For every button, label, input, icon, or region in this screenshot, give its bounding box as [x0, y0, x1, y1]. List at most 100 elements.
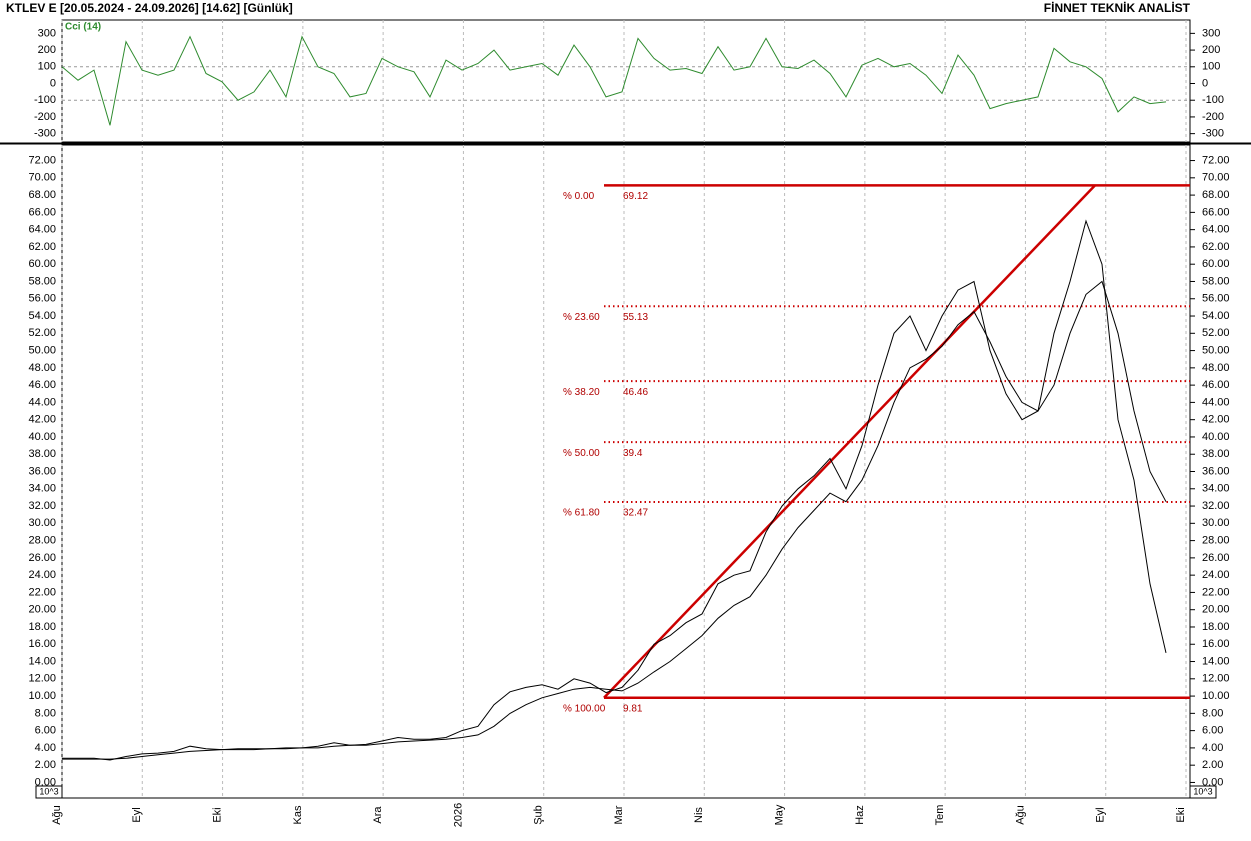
y-tick-label-right: 40.00 [1202, 431, 1230, 443]
y-tick-label-right: 2.00 [1202, 759, 1223, 771]
x-tick-label: Eki [1175, 807, 1187, 822]
series-line [62, 280, 1167, 760]
y-tick-label-right: -300 [1202, 128, 1224, 140]
fib-value: 55.13 [623, 312, 648, 323]
y-tick-label: 66.00 [28, 206, 56, 218]
fib-label: % 50.00 [563, 448, 600, 459]
y-tick-label: 38.00 [28, 448, 56, 460]
y-tick-label: 62.00 [28, 241, 56, 253]
x-tick-label: Mar [613, 805, 625, 824]
y-tick-label: 34.00 [28, 483, 56, 495]
unit-box [35, 785, 63, 799]
x-tick-label: Eki [211, 807, 223, 822]
cci-panel [61, 19, 1191, 143]
x-tick-label: Ağu [51, 805, 63, 825]
y-tick-label-right: 72.00 [1202, 154, 1230, 166]
x-tick-label: Kas [292, 805, 304, 824]
y-tick-label-right: 16.00 [1202, 638, 1230, 650]
x-tick-label: Ağu [1014, 805, 1026, 825]
y-tick-label-right: -200 [1202, 111, 1224, 123]
y-tick-label: 56.00 [28, 293, 56, 305]
y-tick-label: 20.00 [28, 604, 56, 616]
y-tick-label: 68.00 [28, 189, 56, 201]
y-tick-label-right: 38.00 [1202, 448, 1230, 460]
x-tick-label: Eyl [1095, 807, 1107, 822]
fib-label: % 100.00 [563, 703, 606, 714]
y-tick-label: 42.00 [28, 414, 56, 426]
series-line [62, 219, 1167, 761]
y-tick-label: -100 [34, 94, 56, 106]
y-tick-label: 50.00 [28, 344, 56, 356]
y-tick-label-right: 12.00 [1202, 673, 1230, 685]
y-tick-label: 24.00 [28, 569, 56, 581]
y-tick-label-right: 8.00 [1202, 707, 1223, 719]
trend-line [603, 184, 1096, 699]
y-tick-label-right: 18.00 [1202, 621, 1230, 633]
y-tick-label: 2.00 [35, 759, 56, 771]
y-tick-label: 10.00 [28, 690, 56, 702]
x-tick-label: 2026 [452, 803, 464, 827]
y-tick-label-right: 54.00 [1202, 310, 1230, 322]
x-tick-label: Nis [693, 807, 705, 823]
y-tick-label-right: 62.00 [1202, 241, 1230, 253]
y-tick-label-right: 200 [1202, 44, 1220, 56]
y-tick-label: 36.00 [28, 465, 56, 477]
y-tick-label-right: -100 [1202, 94, 1224, 106]
y-tick-label: 200 [38, 44, 56, 56]
fib-label: % 61.80 [563, 508, 600, 519]
y-tick-label-right: 70.00 [1202, 172, 1230, 184]
fib-label: % 0.00 [563, 191, 595, 202]
x-tick-label: Ara [372, 806, 384, 824]
fib-value: 69.12 [623, 191, 648, 202]
y-tick-label-right: 14.00 [1202, 655, 1230, 667]
y-tick-label: 300 [38, 27, 56, 39]
y-tick-label-right: 60.00 [1202, 258, 1230, 270]
y-tick-label-right: 36.00 [1202, 465, 1230, 477]
y-tick-label-right: 20.00 [1202, 604, 1230, 616]
y-tick-label-right: 24.00 [1202, 569, 1230, 581]
y-tick-label-right: 42.00 [1202, 414, 1230, 426]
y-tick-label: 12.00 [28, 673, 56, 685]
y-tick-label: 40.00 [28, 431, 56, 443]
unit-label: 10^3 [1193, 786, 1212, 796]
fib-value: 9.81 [623, 703, 643, 714]
y-tick-label-right: 6.00 [1202, 725, 1223, 737]
y-tick-label-right: 100 [1202, 61, 1220, 73]
y-tick-label: 72.00 [28, 154, 56, 166]
y-tick-label: 46.00 [28, 379, 56, 391]
y-tick-label: 26.00 [28, 552, 56, 564]
unit-label: 10^3 [39, 786, 58, 796]
y-tick-label-right: 0.00 [1202, 776, 1223, 788]
y-tick-label-right: 26.00 [1202, 552, 1230, 564]
fib-label: % 38.20 [563, 387, 600, 398]
y-tick-label: 54.00 [28, 310, 56, 322]
x-tick-label: Tem [934, 805, 946, 826]
y-tick-label-right: 64.00 [1202, 224, 1230, 236]
y-tick-label: 22.00 [28, 586, 56, 598]
y-tick-label-right: 50.00 [1202, 344, 1230, 356]
y-tick-label-right: 46.00 [1202, 379, 1230, 391]
y-tick-label-right: 44.00 [1202, 396, 1230, 408]
y-tick-label: 0 [50, 77, 56, 89]
x-tick-label: Şub [533, 805, 545, 825]
y-tick-label-right: 10.00 [1202, 690, 1230, 702]
brand: FİNNET TEKNİK ANALİST [1044, 0, 1191, 15]
y-tick-label: 8.00 [35, 707, 56, 719]
y-tick-label-right: 34.00 [1202, 483, 1230, 495]
y-tick-label-right: 300 [1202, 27, 1220, 39]
y-tick-label-right: 56.00 [1202, 293, 1230, 305]
y-tick-label-right: 4.00 [1202, 742, 1223, 754]
y-tick-label: 64.00 [28, 224, 56, 236]
y-tick-label: 44.00 [28, 396, 56, 408]
x-tick-label: May [773, 804, 785, 825]
x-tick-label: Eyl [131, 807, 143, 822]
y-tick-label: 100 [38, 61, 56, 73]
y-tick-label: 60.00 [28, 258, 56, 270]
y-tick-label: 28.00 [28, 535, 56, 547]
y-tick-label: 52.00 [28, 327, 56, 339]
fib-value: 46.46 [623, 387, 648, 398]
y-tick-label: 70.00 [28, 172, 56, 184]
price-panel [61, 144, 1191, 799]
series-line [61, 35, 1167, 126]
